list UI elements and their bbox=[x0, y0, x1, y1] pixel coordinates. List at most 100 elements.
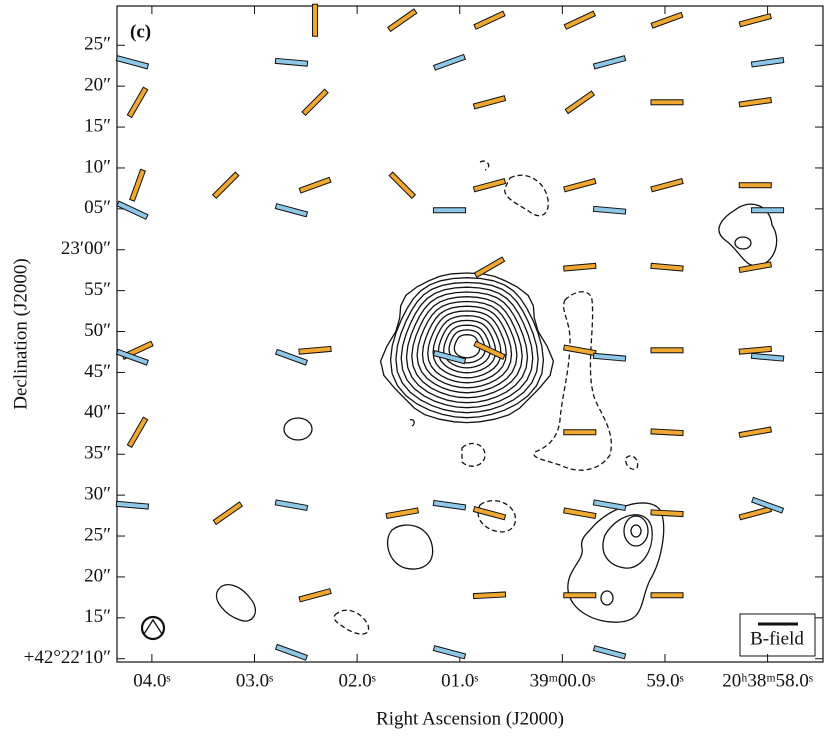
polarization-vector bbox=[432, 499, 467, 511]
polarization-vector bbox=[472, 178, 507, 193]
polarization-vector bbox=[563, 507, 597, 520]
polarization-vector bbox=[592, 205, 627, 215]
y-tick-label: 40″ bbox=[84, 402, 111, 423]
y-tick-label: 45″ bbox=[84, 361, 111, 382]
y-tick-label: 20″ bbox=[84, 565, 111, 586]
polarization-vector bbox=[211, 171, 240, 200]
contour bbox=[625, 455, 639, 470]
contour bbox=[504, 174, 549, 217]
polarization-vector bbox=[387, 8, 418, 33]
contour bbox=[448, 329, 486, 364]
polarization-vector bbox=[472, 506, 507, 521]
x-tick-label: 03.0ˢ bbox=[236, 670, 273, 691]
polarization-vector bbox=[650, 99, 684, 106]
polarization-vector bbox=[738, 345, 772, 355]
legend-box bbox=[739, 613, 816, 657]
polarization-vector bbox=[592, 55, 627, 70]
y-tick-label: 25″ bbox=[84, 34, 111, 55]
polarization-vector bbox=[650, 509, 684, 518]
plot-frame bbox=[116, 5, 824, 663]
polarization-vector bbox=[126, 86, 149, 119]
y-tick-label: 55″ bbox=[84, 279, 111, 300]
y-tick-label: +42°22′10″ bbox=[24, 647, 111, 668]
polarization-vector bbox=[472, 591, 507, 600]
contour bbox=[400, 286, 534, 409]
polarization-vector bbox=[298, 345, 332, 355]
y-tick-label: 35″ bbox=[84, 443, 111, 464]
polarization-vector bbox=[472, 95, 507, 110]
contour bbox=[533, 291, 612, 471]
contour bbox=[461, 442, 486, 467]
contour bbox=[734, 236, 752, 250]
contours bbox=[215, 160, 778, 635]
contour bbox=[432, 315, 502, 379]
x-axis-label: Right Ascension (J2000) bbox=[376, 708, 564, 729]
polarization-vector bbox=[738, 506, 772, 521]
polarization-vector bbox=[298, 176, 332, 194]
contour bbox=[395, 281, 539, 414]
polarization-vector bbox=[738, 13, 772, 28]
beam-hatch bbox=[143, 618, 163, 635]
contour bbox=[479, 160, 490, 171]
polarization-vector bbox=[385, 507, 420, 520]
polarization-vector bbox=[650, 592, 684, 599]
x-tick-label: 04.0ˢ bbox=[133, 670, 170, 691]
polarization-vector bbox=[650, 262, 684, 272]
x-tick-label: 01.0ˢ bbox=[441, 670, 478, 691]
polarization-vector bbox=[751, 496, 785, 514]
polarization-vector bbox=[738, 426, 773, 439]
y-tick-label: 20″ bbox=[84, 75, 111, 96]
polarization-vector bbox=[432, 207, 466, 214]
contour bbox=[409, 418, 415, 427]
contour bbox=[333, 609, 370, 635]
y-tick-label: 30″ bbox=[84, 483, 111, 504]
polarization-vector bbox=[126, 416, 149, 449]
polarization-vector bbox=[592, 352, 627, 362]
polarization-vector bbox=[592, 645, 627, 660]
polarization-vector bbox=[738, 97, 773, 108]
contour bbox=[387, 524, 434, 570]
polarization-vector bbox=[432, 350, 467, 365]
contour bbox=[718, 203, 778, 267]
polarization-vector bbox=[432, 53, 467, 71]
polarization-vector bbox=[274, 499, 309, 512]
polarization-vector bbox=[650, 347, 684, 354]
polarization-vector bbox=[115, 500, 150, 510]
polarization-vector bbox=[274, 203, 309, 218]
contour bbox=[215, 584, 256, 622]
contour bbox=[421, 305, 513, 389]
contour bbox=[602, 514, 653, 569]
y-tick-label: 15″ bbox=[84, 115, 111, 136]
contour bbox=[283, 417, 313, 441]
contour bbox=[411, 296, 523, 399]
x-tick-label: 20ʰ38ᵐ58.0ˢ bbox=[722, 670, 813, 691]
contour bbox=[567, 502, 665, 623]
polarization-vector bbox=[738, 261, 773, 273]
legend: B-field bbox=[739, 613, 816, 657]
y-tick-label: 15″ bbox=[84, 606, 111, 627]
contour bbox=[389, 277, 545, 419]
polarization-vector bbox=[650, 428, 684, 437]
polarization-vector bbox=[473, 256, 506, 279]
polarization-vector bbox=[473, 10, 506, 30]
polarization-vector bbox=[650, 178, 684, 193]
polarization-vector bbox=[564, 90, 596, 115]
contour bbox=[623, 515, 649, 547]
polarization-vector bbox=[563, 429, 597, 436]
contour bbox=[427, 310, 507, 384]
polarization-vector bbox=[212, 501, 244, 526]
x-tick-label: 39ᵐ00.0ˢ bbox=[530, 670, 596, 691]
polarization-vector bbox=[388, 171, 417, 200]
contour bbox=[600, 590, 614, 606]
polarization-vector bbox=[129, 168, 146, 202]
polarization-vector bbox=[750, 352, 785, 362]
legend-label: B-field bbox=[750, 628, 804, 649]
y-tick-label: 10″ bbox=[84, 156, 111, 177]
contour bbox=[453, 334, 481, 359]
polarization-vector bbox=[115, 55, 150, 70]
polarization-vector bbox=[432, 645, 467, 660]
polarization-vector bbox=[312, 3, 319, 37]
x-tick-label: 02.0ˢ bbox=[338, 670, 375, 691]
y-tick-label: 05″ bbox=[84, 197, 111, 218]
